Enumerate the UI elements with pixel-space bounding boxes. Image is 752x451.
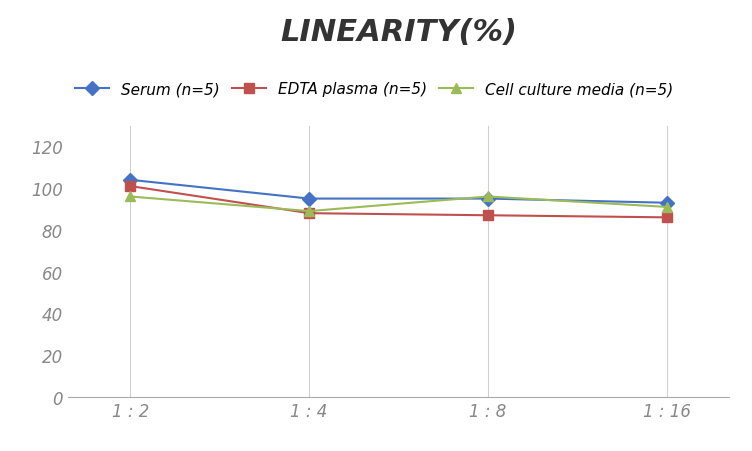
Serum (n=5) [663,201,672,206]
Cell culture media (n=5) [484,194,493,200]
Serum (n=5) [305,197,314,202]
EDTA plasma (n=5) [484,213,493,218]
EDTA plasma (n=5) [126,184,135,189]
EDTA plasma (n=5) [305,211,314,216]
Cell culture media (n=5) [126,194,135,200]
Line: Cell culture media (n=5): Cell culture media (n=5) [126,192,672,216]
Serum (n=5) [484,197,493,202]
EDTA plasma (n=5) [663,215,672,221]
Line: Serum (n=5): Serum (n=5) [126,175,672,208]
Text: LINEARITY(%): LINEARITY(%) [280,18,517,47]
Legend: Serum (n=5), EDTA plasma (n=5), Cell culture media (n=5): Serum (n=5), EDTA plasma (n=5), Cell cul… [75,82,673,97]
Cell culture media (n=5) [305,209,314,214]
Cell culture media (n=5) [663,205,672,210]
Serum (n=5) [126,178,135,183]
Line: EDTA plasma (n=5): EDTA plasma (n=5) [126,182,672,223]
